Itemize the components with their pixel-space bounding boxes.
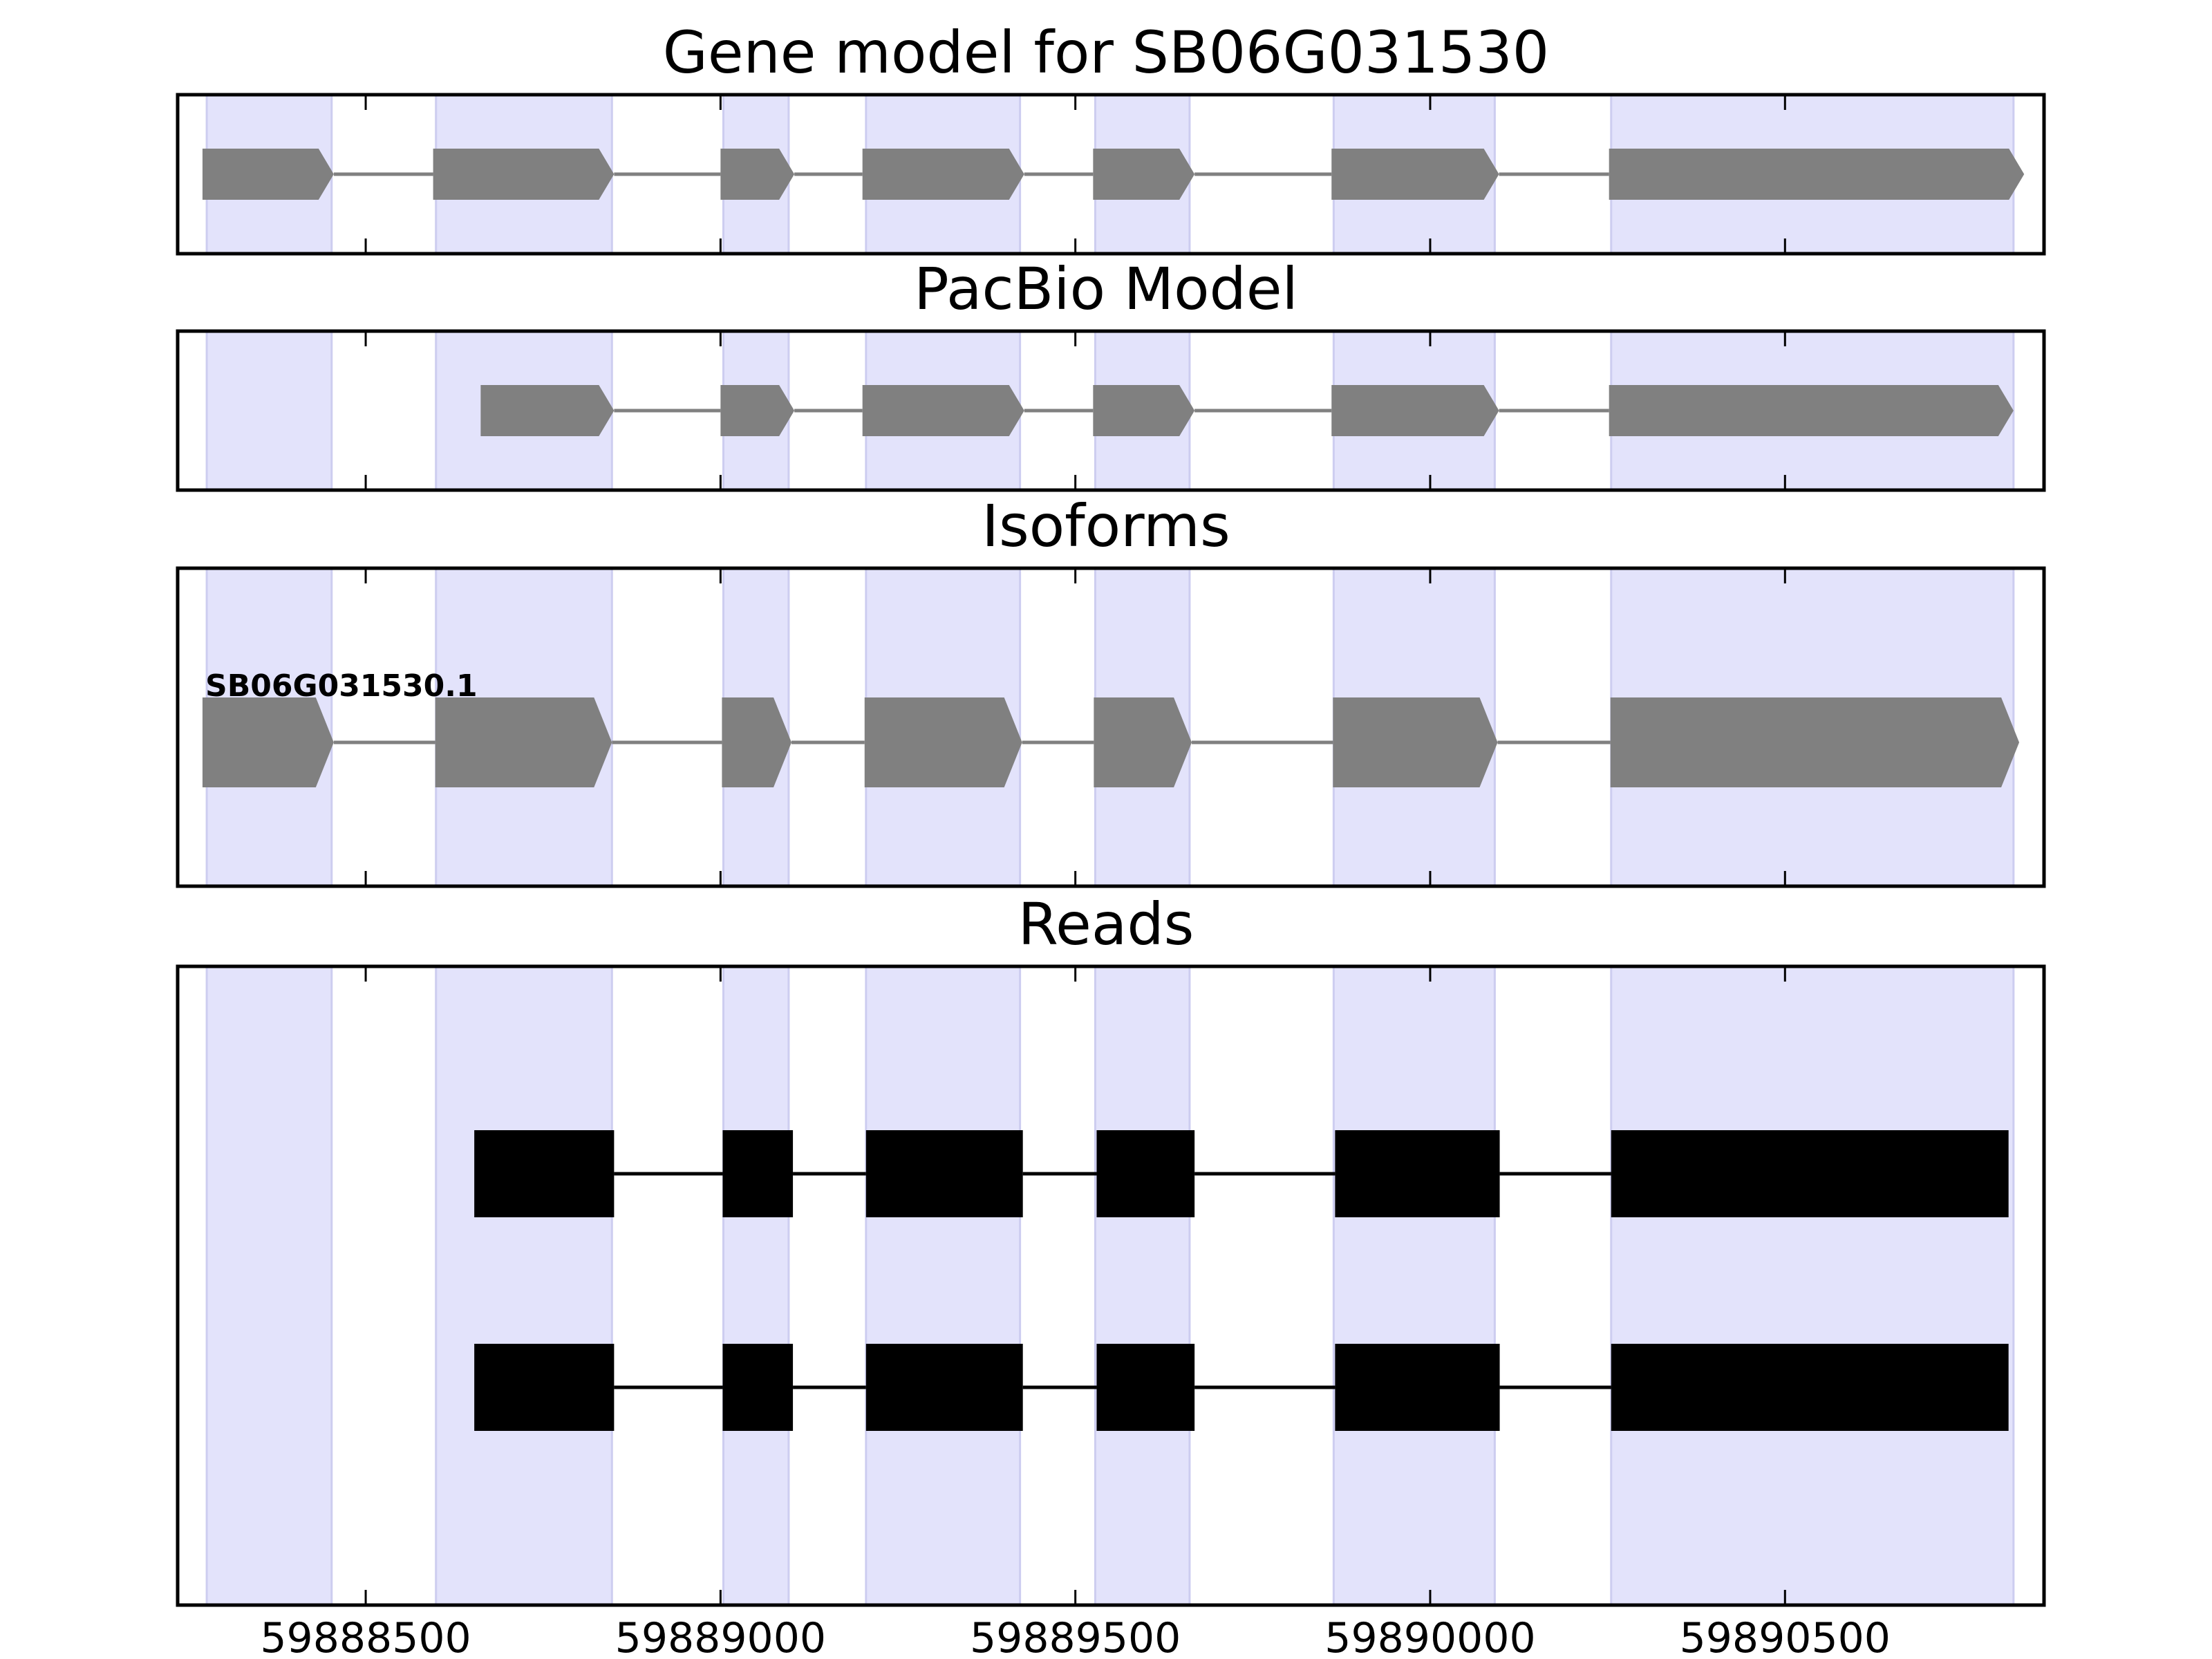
exon-shading-band	[1094, 965, 1191, 1606]
read-exon	[722, 1344, 794, 1431]
x-tick-label: 59890000	[1324, 1614, 1535, 1659]
exon-shading-band	[205, 330, 333, 491]
isoforms-ticks	[364, 568, 1786, 886]
gene-model-exon	[862, 149, 1024, 200]
exon-shading-band	[1610, 965, 2015, 1606]
isoform-exon	[202, 697, 334, 787]
isoforms-title: Isoforms	[982, 492, 1230, 560]
gene-model-exon	[1331, 149, 1499, 200]
exon-shading-band	[722, 965, 790, 1606]
gene-model-features	[202, 149, 2025, 200]
pacbio-model-frame	[176, 329, 2046, 492]
reads-frame	[176, 964, 2046, 1607]
reads-panel: Reads	[176, 890, 2046, 1607]
isoform-exon	[1333, 697, 1498, 787]
x-tick-label: 59888500	[260, 1614, 471, 1659]
reads-title: Reads	[1018, 890, 1194, 958]
isoform-exon	[1094, 697, 1192, 787]
read-exon	[865, 1130, 1023, 1217]
gene-model-exon	[720, 149, 795, 200]
gene-model-title: Gene model for SB06G031530	[663, 19, 1549, 86]
x-tick-label: 59890500	[1680, 1614, 1891, 1659]
pacbio-model-title: PacBio Model	[914, 255, 1298, 323]
exon-shading-band	[865, 965, 1022, 1606]
read-exon	[1335, 1344, 1500, 1431]
gene-model-ticks	[364, 95, 1786, 254]
read-exon	[1611, 1344, 2009, 1431]
x-tick-label: 59889500	[970, 1614, 1181, 1659]
exon-shading-band	[1332, 965, 1496, 1606]
gene-model-exon	[433, 149, 615, 200]
pacbio-model-ticks	[364, 331, 1786, 490]
pacbio-model-exon	[1609, 385, 2014, 436]
pacbio-model-exon	[720, 385, 795, 436]
read-exon	[865, 1344, 1023, 1431]
isoform-exon	[1610, 697, 2020, 787]
x-axis-tick-labels: 59888500 59889000 59889500 59890000 59890500	[260, 1614, 1891, 1659]
read-exon	[474, 1344, 615, 1431]
pacbio-model-exon	[1331, 385, 1499, 436]
read-exon	[1335, 1130, 1500, 1217]
isoform-exon	[864, 697, 1022, 787]
gene-model-panel: Gene model for SB06G031530	[176, 19, 2046, 256]
isoform-label: SB06G031530.1	[205, 668, 478, 704]
read-exon	[722, 1130, 794, 1217]
isoforms-frame	[176, 566, 2046, 888]
isoform-exon	[722, 697, 792, 787]
pacbio-model-features	[480, 385, 2014, 436]
reads-ticks	[364, 966, 1786, 1605]
read-exon	[1096, 1130, 1195, 1217]
isoforms-panel: Isoforms SB06G031530.1	[176, 492, 2046, 888]
exon-shading-band	[435, 965, 613, 1606]
gene-model-exon	[202, 149, 334, 200]
read-exon	[1611, 1130, 2009, 1217]
exon-shading-band	[205, 965, 333, 1606]
gene-model-exon	[1093, 149, 1195, 200]
isoform-exon	[435, 697, 612, 787]
pacbio-model-exon	[480, 385, 615, 436]
reads-exon-shading	[205, 965, 2015, 1606]
gene-model-frame	[176, 93, 2046, 256]
x-tick-label: 59889000	[615, 1614, 826, 1659]
pacbio-model-panel: PacBio Model	[176, 255, 2046, 492]
pacbio-model-exon	[1093, 385, 1195, 436]
read-exon	[1096, 1344, 1195, 1431]
gene-model-exon	[1609, 149, 2025, 200]
read-exon	[474, 1130, 615, 1217]
reads-features	[474, 1130, 2009, 1431]
pacbio-model-exon	[862, 385, 1024, 436]
isoforms-features	[202, 697, 2020, 787]
